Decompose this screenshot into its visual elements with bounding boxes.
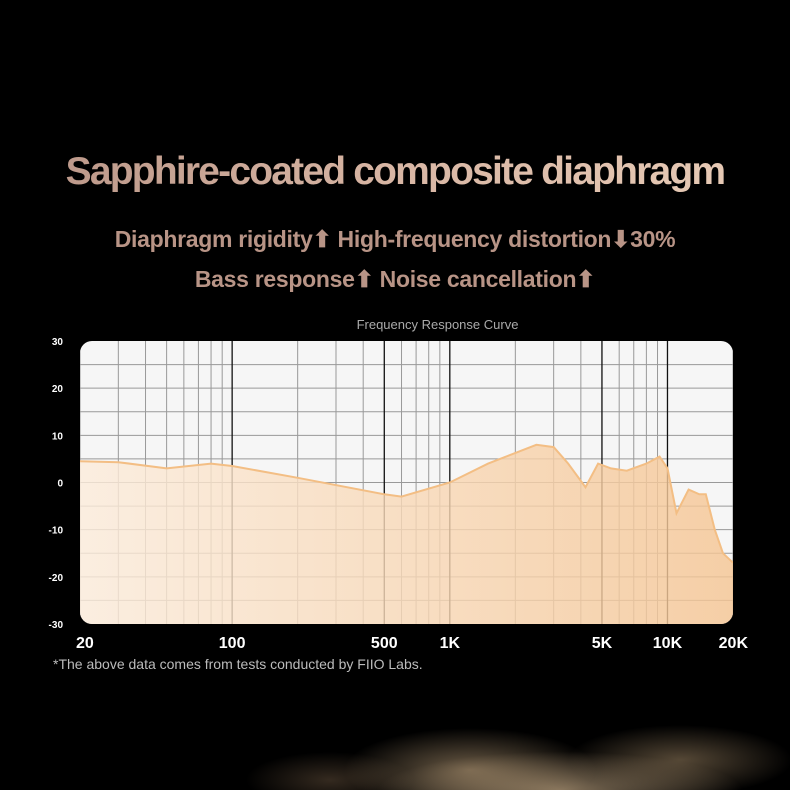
y-tick-label: -10 — [49, 526, 64, 537]
x-tick-label: 20 — [76, 635, 94, 652]
y-tick-label: -30 — [49, 620, 64, 631]
y-tick-label: 10 — [52, 431, 64, 442]
x-tick-label: 5K — [592, 635, 613, 652]
x-tick-label: 1K — [440, 635, 461, 652]
y-tick-label: 30 — [52, 337, 64, 348]
y-tick-label: 0 — [57, 479, 63, 490]
headline: Sapphire-coated composite diaphragm — [0, 150, 790, 194]
chart-title: Frequency Response Curve — [356, 317, 519, 332]
footnote: *The above data comes from tests conduct… — [53, 656, 423, 672]
x-tick-label: 100 — [219, 635, 246, 652]
x-tick-label: 500 — [371, 635, 398, 652]
x-tick-label: 10K — [653, 635, 683, 652]
y-tick-label: 20 — [52, 384, 64, 395]
x-tick-label: 20K — [719, 635, 749, 652]
response-area — [80, 444, 733, 624]
feature-line-1: Diaphragm rigidity⬆ High-frequency disto… — [114, 226, 676, 252]
feature-line-2: Bass response⬆ Noise cancellation⬆ — [194, 266, 596, 292]
y-tick-label: -20 — [49, 573, 64, 584]
